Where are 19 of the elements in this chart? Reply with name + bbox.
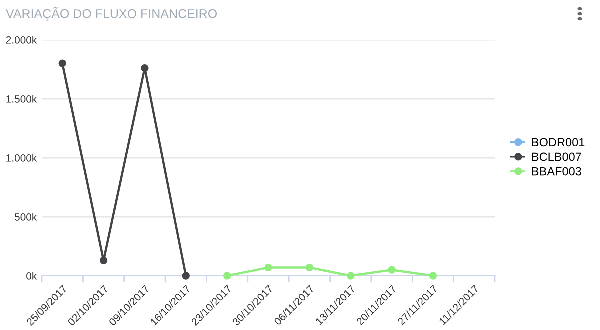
point [347,272,355,280]
point [182,272,190,280]
chart-title: VARIAÇÃO DO FLUXO FINANCEIRO [6,7,218,21]
point [306,264,314,272]
point [224,272,232,280]
y-tick-label: 2.000k [6,36,38,44]
y-tick-label: 1.500k [6,95,38,103]
point [429,272,438,280]
point [141,64,149,72]
point [100,256,108,264]
point [58,60,66,68]
y-tick-label: 1.000k [6,154,38,162]
legend-label: BCLB007 [532,152,582,162]
point [264,264,272,272]
y-tick-label: 500k [14,213,38,221]
legend-label: BODR001 [532,138,585,147]
y-tick-label: 0k [26,272,38,280]
legend-label: BBAF003 [532,167,582,176]
point [388,266,396,274]
